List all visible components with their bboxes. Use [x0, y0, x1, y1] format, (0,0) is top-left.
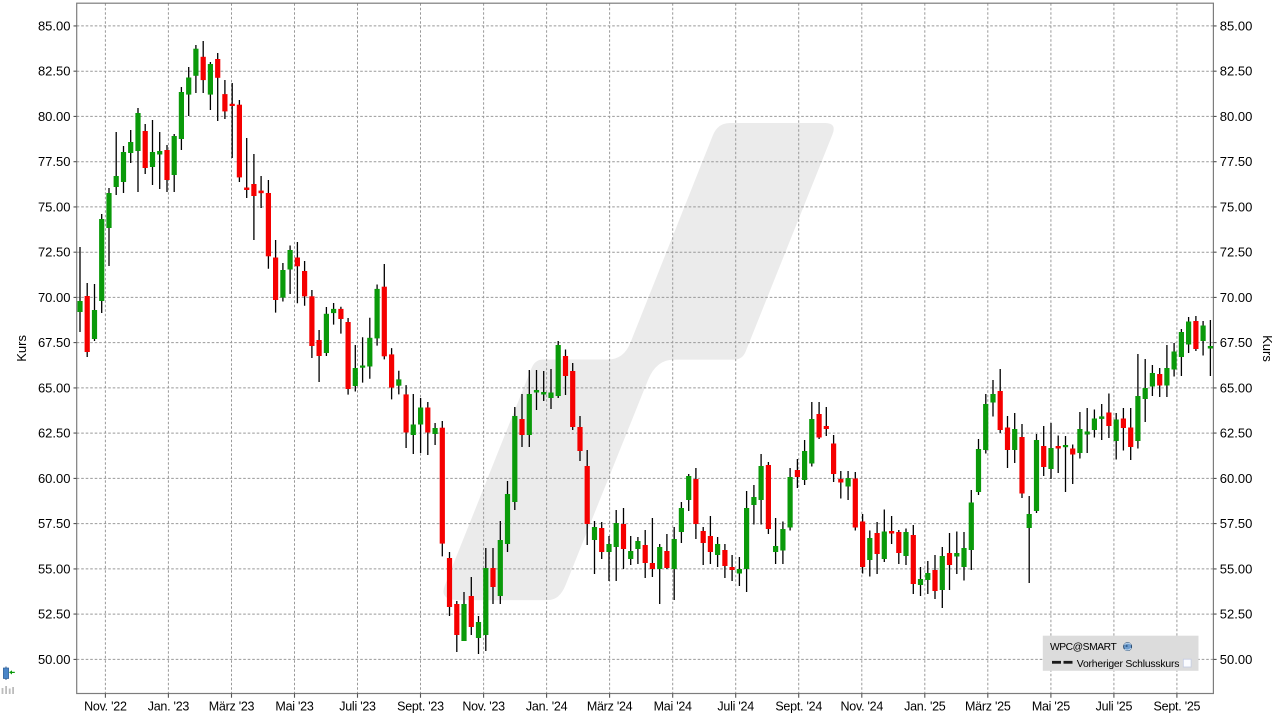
svg-text:80.00: 80.00 — [38, 109, 71, 124]
svg-text:Kurs: Kurs — [14, 335, 29, 362]
svg-text:WPC@SMART: WPC@SMART — [1050, 642, 1117, 653]
svg-text:62.50: 62.50 — [38, 426, 71, 441]
svg-text:75.00: 75.00 — [38, 199, 71, 214]
svg-text:70.00: 70.00 — [1220, 290, 1253, 305]
svg-text:Kurs: Kurs — [1260, 335, 1275, 362]
svg-text:Jan. '25: Jan. '25 — [904, 699, 946, 713]
svg-text:Mai '25: Mai '25 — [1032, 699, 1070, 713]
svg-text:72.50: 72.50 — [1220, 245, 1253, 260]
svg-text:50.00: 50.00 — [1220, 652, 1253, 667]
svg-text:Juli '25: Juli '25 — [1096, 699, 1133, 713]
svg-text:Sept. '23: Sept. '23 — [397, 699, 444, 713]
svg-text:82.50: 82.50 — [38, 64, 71, 79]
svg-text:57.50: 57.50 — [1220, 516, 1253, 531]
svg-text:Jan. '23: Jan. '23 — [148, 699, 190, 713]
svg-text:82.50: 82.50 — [1220, 64, 1253, 79]
svg-text:85.00: 85.00 — [1220, 18, 1253, 33]
svg-text:Nov. '23: Nov. '23 — [462, 699, 505, 713]
svg-text:67.50: 67.50 — [38, 335, 71, 350]
svg-text:77.50: 77.50 — [1220, 154, 1253, 169]
svg-text:Sept. '24: Sept. '24 — [775, 699, 822, 713]
svg-text:55.00: 55.00 — [1220, 561, 1253, 576]
svg-text:77.50: 77.50 — [38, 154, 71, 169]
svg-text:72.50: 72.50 — [38, 245, 71, 260]
svg-text:Mai '24: Mai '24 — [654, 699, 692, 713]
svg-text:80.00: 80.00 — [1220, 109, 1253, 124]
svg-text:März '24: März '24 — [587, 699, 633, 713]
svg-text:85.00: 85.00 — [38, 18, 71, 33]
svg-text:März '23: März '23 — [209, 699, 255, 713]
svg-text:Jan. '24: Jan. '24 — [526, 699, 568, 713]
svg-text:Juli '24: Juli '24 — [717, 699, 754, 713]
svg-text:75.00: 75.00 — [1220, 199, 1253, 214]
svg-text:62.50: 62.50 — [1220, 426, 1253, 441]
svg-text:März '25: März '25 — [965, 699, 1011, 713]
svg-text:57.50: 57.50 — [38, 516, 71, 531]
svg-text:60.00: 60.00 — [38, 471, 71, 486]
svg-text:55.00: 55.00 — [38, 561, 71, 576]
svg-text:50.00: 50.00 — [38, 652, 71, 667]
svg-text:65.00: 65.00 — [38, 380, 71, 395]
svg-text:65.00: 65.00 — [1220, 380, 1253, 395]
svg-text:Sept. '25: Sept. '25 — [1154, 699, 1201, 713]
svg-text:Mai '23: Mai '23 — [275, 699, 313, 713]
svg-text:67.50: 67.50 — [1220, 335, 1253, 350]
svg-text:Vorheriger Schlusskurs: Vorheriger Schlusskurs — [1077, 659, 1179, 670]
svg-text:60.00: 60.00 — [1220, 471, 1253, 486]
svg-text:52.50: 52.50 — [1220, 607, 1253, 622]
svg-text:Juli '23: Juli '23 — [339, 699, 376, 713]
svg-text:52.50: 52.50 — [38, 607, 71, 622]
svg-text:Nov. '22: Nov. '22 — [84, 699, 127, 713]
svg-text:70.00: 70.00 — [38, 290, 71, 305]
svg-text:Nov. '24: Nov. '24 — [841, 699, 884, 713]
